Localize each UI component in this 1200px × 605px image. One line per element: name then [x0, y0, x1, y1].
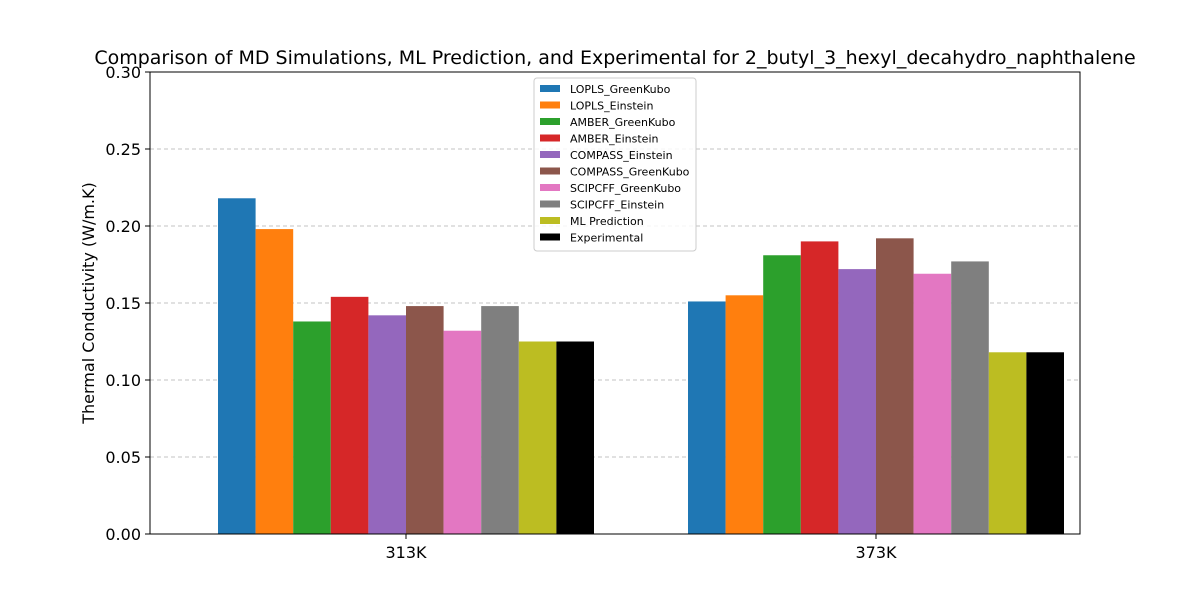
legend-entry: ML Prediction	[570, 215, 644, 228]
bars	[218, 198, 1064, 534]
bar-amber-einstein-313k	[330, 296, 369, 534]
bar-ml-prediction-313k	[518, 341, 557, 534]
legend-box	[533, 77, 697, 252]
legend-entry: AMBER_Einstein	[570, 133, 659, 146]
legend-entry: COMPASS_Einstein	[570, 149, 673, 162]
legend-entry: LOPLS_Einstein	[570, 100, 653, 113]
legend-entry: AMBER_GreenKubo	[570, 116, 676, 129]
y-axis-label: Thermal Conductivity (W/m.K)	[79, 182, 98, 425]
bar-scipcff-einstein-313k	[481, 306, 519, 534]
plot-frame	[149, 71, 1081, 535]
axes: 0.00 0.05 0.10 0.15 0.20 0.25 0.30 313K 373K	[105, 63, 1081, 562]
legend-swatch	[540, 151, 560, 158]
bar-compass-einstein-373k	[838, 269, 876, 534]
bar-scipcff-greenkubo-373k	[913, 273, 952, 534]
legend-swatch	[540, 118, 560, 125]
bar-ml-prediction-373k	[988, 352, 1027, 534]
y-tick-label: 0.30	[105, 63, 141, 82]
legend-swatch	[540, 85, 560, 92]
x-tick-label: 313K	[385, 543, 427, 562]
legend-swatch	[540, 101, 560, 109]
bar-amber-greenkubo-373k	[763, 255, 801, 534]
legend-swatch	[540, 134, 560, 142]
bar-compass-einstein-313k	[368, 315, 406, 534]
legend-entry: SCIPCFF_GreenKubo	[570, 182, 681, 195]
bar-amber-einstein-373k	[800, 241, 839, 534]
y-tick-label: 0.15	[105, 294, 141, 313]
bar-lopls-greenkubo-313k	[218, 198, 256, 534]
chart-title: Comparison of MD Simulations, ML Predict…	[94, 47, 1135, 69]
bar-experimental-373k	[1026, 352, 1064, 534]
legend-swatch	[540, 233, 560, 241]
bar-lopls-greenkubo-373k	[688, 301, 726, 534]
x-tick-label: 373K	[855, 543, 897, 562]
legend-entry: Experimental	[570, 232, 643, 245]
bar-lopls-einstein-313k	[255, 229, 294, 534]
y-tick-label: 0.20	[105, 217, 141, 236]
legend: LOPLS_GreenKubo LOPLS_Einstein AMBER_Green…	[533, 77, 697, 252]
bar-compass-greenkubo-373k	[876, 238, 914, 534]
legend-entry: SCIPCFF_Einstein	[570, 199, 664, 212]
bar-amber-greenkubo-313k	[293, 321, 331, 534]
y-tick-label: 0.25	[105, 140, 141, 159]
bar-lopls-einstein-373k	[725, 295, 764, 534]
legend-swatch	[540, 217, 560, 224]
legend-entry: COMPASS_GreenKubo	[570, 166, 690, 179]
bar-scipcff-einstein-373k	[951, 261, 989, 534]
y-tick-label: 0.00	[105, 525, 141, 544]
legend-entry: LOPLS_GreenKubo	[570, 83, 671, 96]
bar-compass-greenkubo-313k	[406, 306, 444, 534]
y-tick-label: 0.10	[105, 371, 141, 390]
legend-swatch	[540, 167, 560, 175]
legend-swatch	[540, 184, 560, 191]
legend-swatch	[540, 200, 560, 208]
y-tick-label: 0.05	[105, 448, 141, 467]
bar-scipcff-greenkubo-313k	[443, 330, 482, 534]
bar-experimental-313k	[556, 341, 594, 534]
